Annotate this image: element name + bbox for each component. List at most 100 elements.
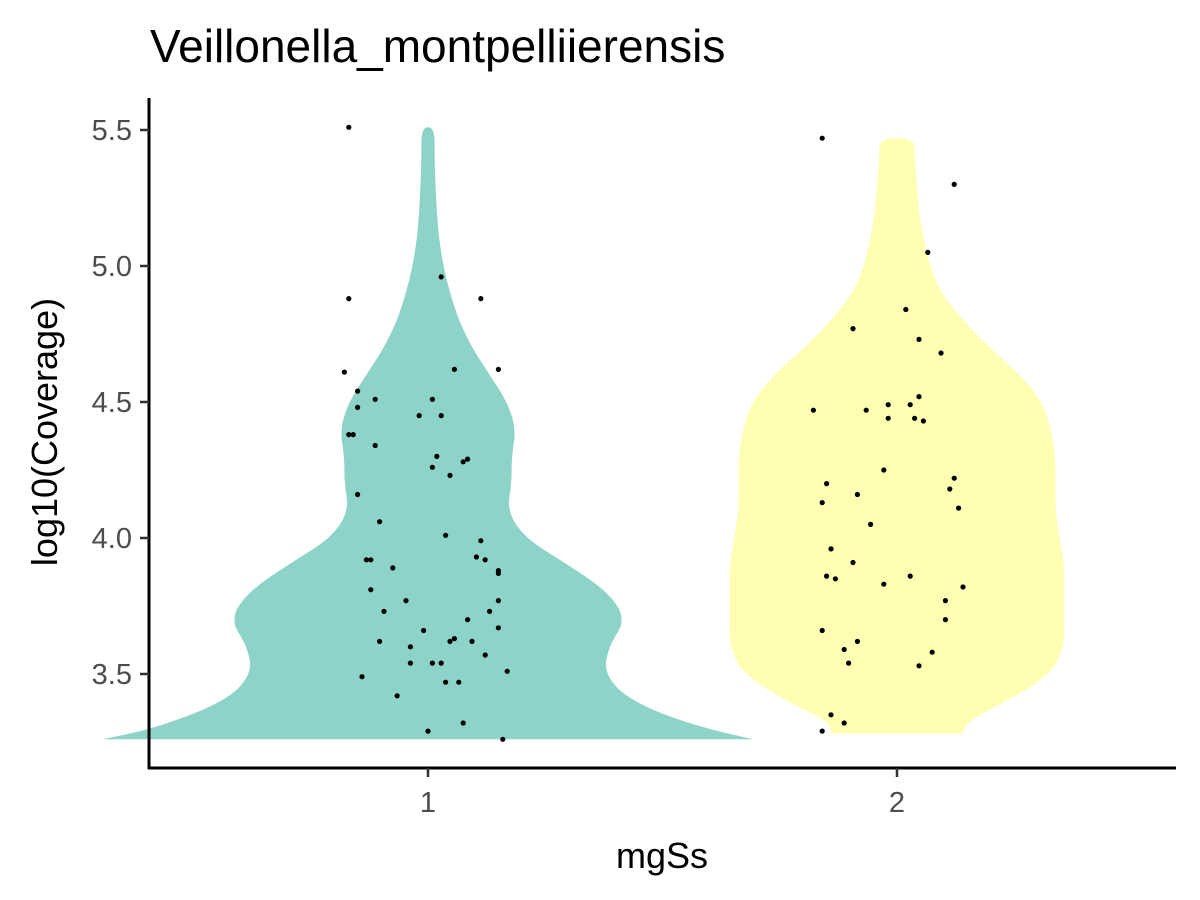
data-point-2-29 <box>960 584 966 590</box>
data-point-1-3 <box>341 369 347 375</box>
data-point-1-41 <box>447 638 453 645</box>
data-point-2-31 <box>942 617 949 623</box>
data-point-1-24 <box>363 557 369 563</box>
data-point-2-12 <box>920 418 927 424</box>
data-point-2-32 <box>819 627 825 634</box>
data-point-2-36 <box>929 649 935 655</box>
data-point-1-13 <box>372 442 378 449</box>
data-point-1-42 <box>451 636 457 642</box>
data-point-2-8 <box>810 407 817 413</box>
data-point-2-25 <box>824 573 830 579</box>
x-tick-label: 1 <box>420 787 436 819</box>
data-point-2-27 <box>881 581 887 587</box>
data-point-2-34 <box>841 646 847 653</box>
data-point-1-48 <box>443 679 449 685</box>
data-point-1-7 <box>429 396 435 402</box>
data-point-2-39 <box>841 720 847 726</box>
chart-title: Veillonella_montpelliierensis <box>150 20 725 72</box>
data-point-1-23 <box>478 538 484 544</box>
data-point-1-9 <box>451 366 457 372</box>
data-point-2-40 <box>819 728 825 734</box>
data-point-1-36 <box>465 617 471 623</box>
data-point-1-44 <box>482 652 488 658</box>
data-point-2-0 <box>819 135 825 141</box>
data-point-2-35 <box>846 660 852 666</box>
y-axis-title: log10(Coverage) <box>24 298 65 566</box>
data-point-1-35 <box>487 608 493 615</box>
data-point-1-18 <box>447 472 453 478</box>
data-point-1-27 <box>473 554 479 560</box>
data-point-1-47 <box>438 660 444 666</box>
data-point-1-54 <box>425 728 431 734</box>
data-point-2-2 <box>925 249 931 255</box>
data-point-2-15 <box>881 467 887 473</box>
data-point-1-53 <box>460 720 466 726</box>
data-point-1-55 <box>500 736 506 742</box>
data-point-2-33 <box>854 638 861 645</box>
data-point-2-24 <box>850 559 856 566</box>
data-point-1-11 <box>346 432 352 438</box>
data-point-2-26 <box>832 576 839 582</box>
x-tick-label: 2 <box>889 787 905 819</box>
y-tick-label: 5.5 <box>92 115 132 147</box>
y-ticks: 3.5 4.0 4.5 5.0 5.5 <box>92 115 149 691</box>
data-point-1-31 <box>368 587 374 593</box>
y-tick-label: 5.0 <box>92 251 132 283</box>
data-point-1-26 <box>390 565 396 571</box>
data-point-1-43 <box>469 638 475 645</box>
data-point-1-37 <box>495 625 501 631</box>
data-point-2-30 <box>942 598 949 604</box>
data-point-2-16 <box>951 475 957 481</box>
data-point-2-23 <box>828 546 834 552</box>
data-point-1-1 <box>346 296 352 302</box>
data-point-2-14 <box>885 402 891 408</box>
violins-layer <box>102 127 1065 740</box>
x-axis-title: mgSs <box>616 835 708 876</box>
data-point-1-22 <box>443 532 449 538</box>
data-point-2-19 <box>947 486 953 492</box>
data-point-1-30 <box>495 570 501 577</box>
data-point-2-18 <box>819 500 825 506</box>
data-point-2-5 <box>938 350 944 356</box>
y-tick-label: 4.0 <box>92 523 132 555</box>
data-point-2-13 <box>885 415 891 421</box>
data-point-2-20 <box>824 481 830 487</box>
y-tick-label: 4.5 <box>92 387 132 419</box>
data-point-1-2 <box>438 274 444 280</box>
data-point-1-28 <box>482 557 488 563</box>
data-point-1-39 <box>407 644 413 650</box>
data-point-1-45 <box>407 660 413 666</box>
data-point-1-21 <box>377 519 383 525</box>
data-point-2-11 <box>912 415 918 421</box>
data-point-2-21 <box>854 491 861 498</box>
data-point-1-38 <box>377 638 383 645</box>
data-point-1-14 <box>416 413 422 419</box>
data-point-1-5 <box>355 404 361 410</box>
data-point-2-22 <box>868 521 874 528</box>
data-point-1-25 <box>368 557 374 563</box>
data-point-1-33 <box>495 598 501 604</box>
y-tick-label: 3.5 <box>92 659 132 691</box>
data-point-2-17 <box>956 505 962 511</box>
data-point-1-15 <box>434 453 440 459</box>
data-point-2-28 <box>907 573 913 579</box>
data-point-1-56 <box>438 413 444 419</box>
data-point-2-10 <box>916 394 922 400</box>
points-layer <box>341 124 966 742</box>
data-point-1-0 <box>346 124 352 130</box>
data-point-2-7 <box>863 407 869 413</box>
data-point-2-6 <box>916 336 922 342</box>
violin-2 <box>729 138 1065 734</box>
data-point-2-3 <box>903 306 909 313</box>
data-point-1-34 <box>381 608 387 615</box>
axes <box>147 98 1176 770</box>
data-point-2-38 <box>828 712 834 718</box>
data-point-1-50 <box>359 674 365 680</box>
data-point-2-4 <box>850 326 856 332</box>
data-point-1-12 <box>350 432 356 438</box>
data-point-1-17 <box>429 464 435 470</box>
data-point-1-51 <box>456 679 462 685</box>
data-point-1-49 <box>504 668 510 674</box>
